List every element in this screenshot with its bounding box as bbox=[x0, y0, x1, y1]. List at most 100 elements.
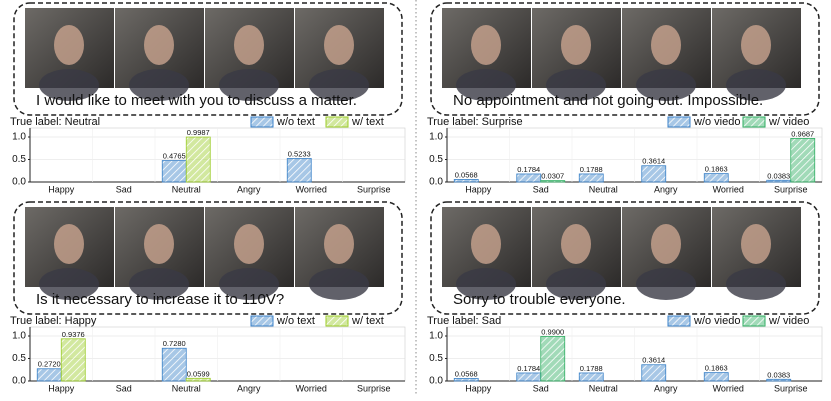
caption: Is it necessary to increase it to 110V? bbox=[36, 291, 284, 308]
value-label: 0.9376 bbox=[62, 330, 85, 339]
y-tick-label: 0.5 bbox=[429, 154, 443, 165]
face bbox=[324, 224, 354, 264]
face bbox=[741, 25, 771, 65]
bar bbox=[540, 180, 566, 183]
legend-label: w/ text bbox=[351, 315, 384, 327]
x-tick-label: Angry bbox=[237, 383, 261, 393]
value-label: 0.2720 bbox=[38, 360, 61, 369]
legend-swatch bbox=[325, 116, 349, 128]
legend-swatch bbox=[742, 315, 766, 327]
x-tick-label: Neutral bbox=[589, 184, 618, 194]
image-frame bbox=[13, 2, 403, 116]
value-label: 0.9900 bbox=[541, 327, 564, 336]
face bbox=[561, 224, 591, 264]
bar bbox=[161, 160, 187, 183]
bar bbox=[453, 378, 479, 382]
x-tick-label: Happy bbox=[48, 383, 75, 393]
y-tick-label: 1.0 bbox=[429, 132, 443, 143]
value-label: 0.1788 bbox=[580, 364, 603, 373]
body bbox=[219, 268, 279, 300]
caption: I would like to meet with you to discuss… bbox=[36, 92, 357, 109]
value-label: 0.1863 bbox=[705, 165, 728, 174]
x-tick-label: Surprise bbox=[774, 383, 808, 393]
bar bbox=[641, 364, 667, 382]
y-tick-label: 0.0 bbox=[429, 177, 443, 188]
y-tick-label: 0.5 bbox=[12, 353, 26, 364]
bar bbox=[540, 336, 566, 382]
y-tick-label: 0.0 bbox=[12, 376, 26, 387]
x-tick-label: Worried bbox=[713, 383, 744, 393]
x-tick-label: Neutral bbox=[589, 383, 618, 393]
legend-swatch bbox=[667, 315, 691, 327]
value-label: 0.5233 bbox=[288, 149, 311, 158]
x-tick-label: Sad bbox=[116, 184, 132, 194]
bar bbox=[36, 368, 62, 382]
image-frame bbox=[430, 2, 820, 116]
x-tick-label: Worried bbox=[296, 184, 327, 194]
y-tick-label: 0.0 bbox=[12, 177, 26, 188]
face bbox=[561, 25, 591, 65]
x-tick-label: Happy bbox=[465, 383, 492, 393]
value-label: 0.0568 bbox=[455, 369, 478, 378]
bar bbox=[185, 377, 211, 382]
bar bbox=[703, 372, 729, 382]
value-label: 0.7280 bbox=[163, 339, 186, 348]
x-tick-label: Neutral bbox=[172, 383, 201, 393]
true-label: True label: Surprise bbox=[427, 116, 523, 128]
x-tick-label: Surprise bbox=[774, 184, 808, 194]
body bbox=[456, 69, 516, 101]
value-label: 0.0383 bbox=[767, 370, 790, 379]
x-tick-label: Surprise bbox=[357, 383, 391, 393]
x-tick-label: Angry bbox=[654, 383, 678, 393]
value-label: 0.9687 bbox=[791, 129, 814, 138]
legend-label: w/ video bbox=[768, 315, 809, 327]
body bbox=[309, 268, 369, 300]
bar bbox=[703, 173, 729, 183]
body bbox=[219, 69, 279, 101]
legend-swatch bbox=[250, 315, 274, 327]
face bbox=[651, 224, 681, 264]
value-label: 0.3614 bbox=[642, 356, 665, 365]
x-tick-label: Neutral bbox=[172, 184, 201, 194]
body bbox=[636, 268, 696, 300]
legend-label: w/o viedo bbox=[693, 315, 740, 327]
face bbox=[741, 224, 771, 264]
bar bbox=[286, 158, 312, 183]
x-tick-label: Sad bbox=[533, 184, 549, 194]
body bbox=[546, 69, 606, 101]
body bbox=[309, 69, 369, 101]
bar bbox=[641, 165, 667, 183]
body bbox=[456, 268, 516, 300]
bar bbox=[516, 372, 542, 382]
x-tick-label: Happy bbox=[465, 184, 492, 194]
value-label: 0.1863 bbox=[705, 364, 728, 373]
body bbox=[39, 268, 99, 300]
true-label: True label: Sad bbox=[427, 315, 501, 327]
bar bbox=[60, 338, 86, 382]
legend-swatch bbox=[742, 116, 766, 128]
bar bbox=[578, 173, 604, 183]
body bbox=[726, 69, 786, 101]
body bbox=[129, 268, 189, 300]
y-tick-label: 1.0 bbox=[12, 331, 26, 342]
face bbox=[234, 224, 264, 264]
legend-swatch bbox=[667, 116, 691, 128]
bar bbox=[453, 179, 479, 183]
y-tick-label: 1.0 bbox=[429, 331, 443, 342]
x-tick-label: Worried bbox=[296, 383, 327, 393]
body bbox=[39, 69, 99, 101]
true-label: True label: Neutral bbox=[10, 116, 100, 128]
legend-label: w/o text bbox=[276, 116, 315, 128]
face bbox=[471, 25, 501, 65]
face bbox=[144, 25, 174, 65]
bar bbox=[790, 138, 816, 183]
legend-label: w/ text bbox=[351, 116, 384, 128]
y-tick-label: 0.5 bbox=[12, 154, 26, 165]
bar bbox=[185, 136, 211, 183]
x-tick-label: Worried bbox=[713, 184, 744, 194]
body bbox=[636, 69, 696, 101]
value-label: 0.0307 bbox=[541, 172, 564, 181]
value-label: 0.1784 bbox=[517, 165, 540, 174]
face bbox=[234, 25, 264, 65]
